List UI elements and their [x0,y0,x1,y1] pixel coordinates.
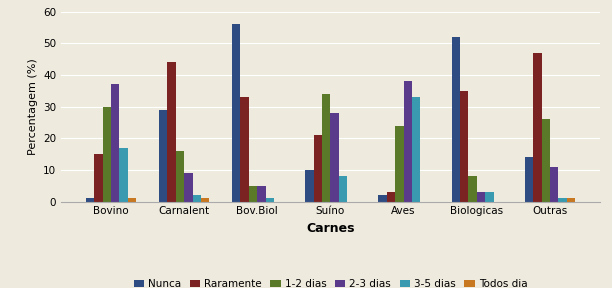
Bar [305,170,313,202]
Bar [232,24,241,202]
Bar [485,192,494,202]
Bar [266,198,274,202]
Bar [550,167,558,202]
Bar [184,173,193,202]
X-axis label: Carnes: Carnes [306,222,355,235]
Bar [86,198,94,202]
Legend: Nunca, Raramente, 1-2 dias, 2-3 dias, 3-5 dias, Todos dia: Nunca, Raramente, 1-2 dias, 2-3 dias, 3-… [133,279,528,288]
Bar [567,198,575,202]
Bar [468,176,477,202]
Bar [241,97,249,202]
Bar [524,157,533,202]
Bar [387,192,395,202]
Bar [201,198,209,202]
Bar [103,107,111,202]
Bar [322,94,330,202]
Bar [176,151,184,202]
Bar [542,119,550,202]
Bar [94,154,103,202]
Bar [452,37,460,202]
Bar [111,84,119,202]
Bar [378,195,387,202]
Bar [167,62,176,202]
Bar [330,113,339,202]
Bar [404,81,412,202]
Bar [193,195,201,202]
Bar [339,176,348,202]
Y-axis label: Percentagem (%): Percentagem (%) [28,58,38,155]
Bar [159,110,167,202]
Bar [249,186,257,202]
Bar [412,97,420,202]
Bar [128,198,136,202]
Bar [119,148,128,202]
Bar [477,192,485,202]
Bar [558,198,567,202]
Bar [460,91,468,202]
Bar [533,53,542,202]
Bar [313,135,322,202]
Bar [257,186,266,202]
Bar [395,126,404,202]
